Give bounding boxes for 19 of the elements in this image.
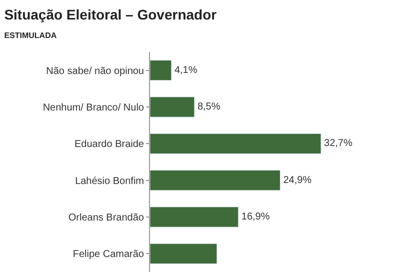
text: ESTIMULADA <box>4 30 57 40</box>
y-tick-label: Felipe Camarão <box>72 249 144 260</box>
bar <box>150 60 172 81</box>
y-tick-label: Não sabe/ não opinou <box>46 66 144 77</box>
bar <box>150 170 280 191</box>
y-tick-label: Nenhum/ Branco/ Nulo <box>42 102 144 114</box>
y-tick-label: Lahésio Bonfim <box>75 176 144 187</box>
data-label: 16,9% <box>241 212 270 222</box>
y-tick-label: Orleans Brandão <box>68 212 144 224</box>
bar <box>150 206 239 228</box>
bar <box>150 243 218 264</box>
chart-title: Situação Eleitoral – Governador <box>4 6 218 23</box>
data-label: 32,7% <box>324 138 352 150</box>
bar <box>150 96 195 118</box>
bar <box>150 133 322 154</box>
data-label: 8,5% <box>197 102 220 112</box>
data-label: 24,9% <box>283 174 312 186</box>
data-label: 4,1% <box>174 64 198 76</box>
y-tick-label: Eduardo Braide <box>74 139 144 150</box>
